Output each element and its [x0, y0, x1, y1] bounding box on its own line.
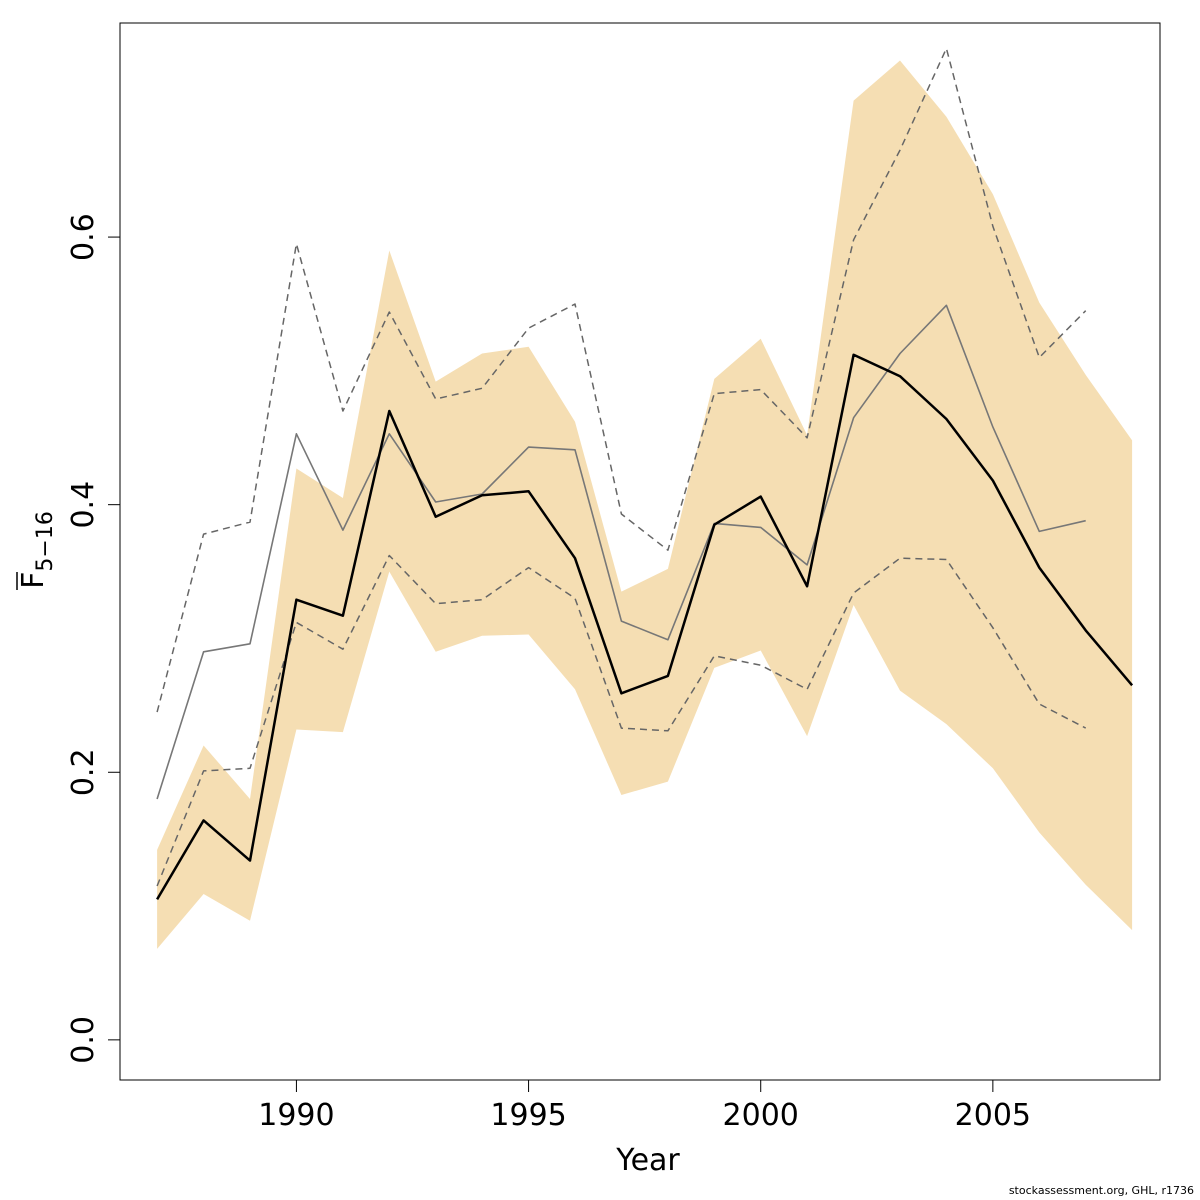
y-tick-label-3: 0.6 [66, 213, 101, 261]
svg-text:F5−16: F5−16 [16, 511, 58, 589]
y-axis: 0.0 0.2 0.4 0.6 [66, 213, 121, 1064]
x-tick-label-2005: 2005 [955, 1098, 1031, 1133]
y-tick-label-1: 0.2 [66, 748, 101, 796]
x-tick-label-1995: 1995 [490, 1098, 566, 1133]
confidence-band [157, 60, 1133, 949]
x-tick-label-2000: 2000 [723, 1098, 799, 1133]
y-tick-label-2: 0.4 [66, 481, 101, 529]
series-lower-dashed-line [156, 554, 1087, 887]
credit-text: stockassessment.org, GHL, r1736 [1009, 1184, 1194, 1197]
y-axis-title: F5−16 [16, 511, 58, 590]
y-axis-title-symbol: F [16, 572, 51, 589]
series-layer [156, 47, 1134, 901]
y-tick-label-0: 0.0 [66, 1016, 101, 1064]
series-upper-dashed-line [156, 47, 1087, 713]
x-axis-title: Year [615, 1143, 680, 1178]
x-axis: 1990 1995 2000 2005 [258, 1079, 1031, 1133]
confidence-band-layer [157, 60, 1133, 949]
x-tick-label-1990: 1990 [258, 1098, 334, 1133]
series-estimate-line [156, 353, 1134, 901]
y-axis-title-subscript: 5−16 [33, 511, 58, 571]
series-comparison-line [156, 304, 1086, 800]
